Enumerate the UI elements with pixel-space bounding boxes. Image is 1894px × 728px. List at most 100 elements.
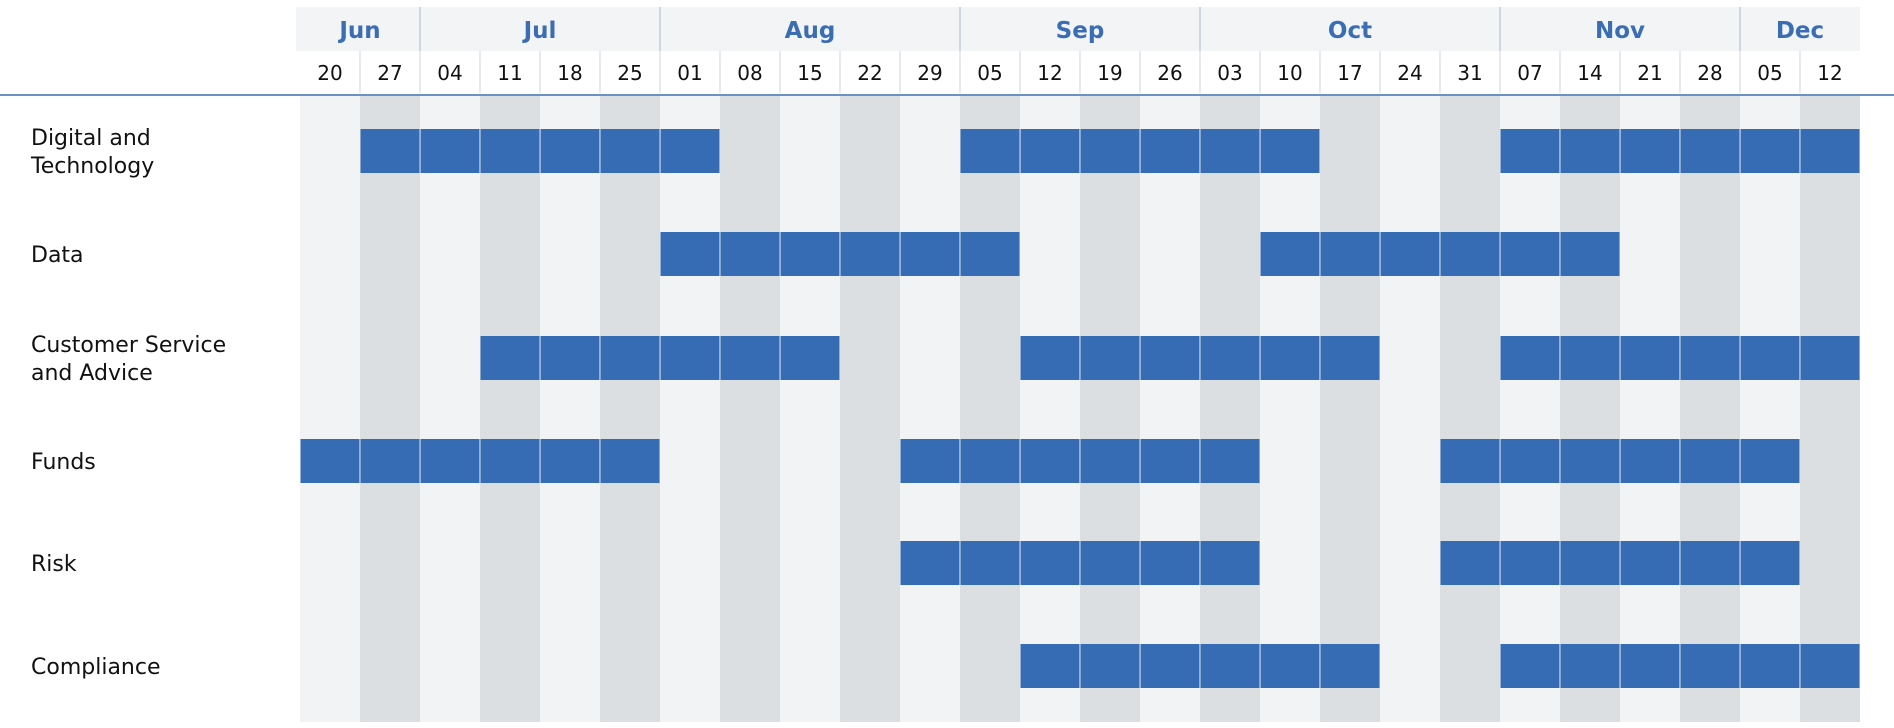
week-label: 26 — [1157, 61, 1182, 85]
task-bar-cell — [1080, 129, 1140, 173]
task-bar-cell — [1740, 336, 1800, 380]
month-label: Jun — [337, 18, 380, 44]
task-bar-cell — [1080, 336, 1140, 380]
task-bar-cell — [840, 232, 900, 276]
row-labels: Digital and Technology Data Customer Servic… — [30, 126, 226, 680]
week-column-22 — [1620, 96, 1680, 722]
task-bar-cell — [1740, 439, 1800, 483]
task-bar-cell — [1200, 439, 1260, 483]
task-bar-cell — [1620, 644, 1680, 688]
task-bar-cell — [360, 129, 420, 173]
week-column-4 — [540, 96, 600, 722]
row-label-line: and Advice — [31, 361, 153, 386]
week-label: 04 — [437, 61, 462, 85]
task-bar-cell — [1560, 129, 1620, 173]
task-bar-cell — [420, 129, 480, 173]
task-bar-cell — [780, 336, 840, 380]
task-bar-cell — [360, 439, 420, 483]
task-bar-cell — [900, 541, 960, 585]
task-bar-cell — [1620, 129, 1680, 173]
task-bar-cell — [540, 129, 600, 173]
task-bar-cell — [1140, 129, 1200, 173]
task-bar-cell — [1320, 336, 1380, 380]
month-label: Dec — [1776, 18, 1824, 44]
task-bar-cell — [1740, 129, 1800, 173]
task-bar-cell — [960, 232, 1020, 276]
week-column-9 — [840, 96, 900, 722]
task-bar-cell — [1560, 336, 1620, 380]
task-bar-cell — [1200, 129, 1260, 173]
task-bar-cell — [1680, 439, 1740, 483]
task-bar-cell — [420, 439, 480, 483]
week-column-13 — [1080, 96, 1140, 722]
week-label: 20 — [317, 61, 342, 85]
week-column-15 — [1200, 96, 1260, 722]
week-label: 31 — [1457, 61, 1482, 85]
month-header-row: Jun Jul Aug Sep Oct Nov Dec — [296, 7, 1860, 93]
task-bar-cell — [660, 336, 720, 380]
task-bar-cell — [1440, 232, 1500, 276]
task-bar-cell — [1500, 129, 1560, 173]
week-column-5 — [600, 96, 660, 722]
month-label: Oct — [1328, 18, 1372, 44]
task-bar-cell — [1260, 129, 1320, 173]
task-bar-cell — [720, 336, 780, 380]
week-column-2 — [420, 96, 480, 722]
week-label: 15 — [797, 61, 822, 85]
week-label: 01 — [677, 61, 702, 85]
task-bar-cell — [1020, 336, 1080, 380]
week-column-14 — [1140, 96, 1200, 722]
week-label: 25 — [617, 61, 642, 85]
task-bar-cell — [1620, 541, 1680, 585]
task-bar-cell — [660, 232, 720, 276]
task-bar-cell — [300, 439, 360, 483]
task-bar-cell — [1500, 644, 1560, 688]
week-label: 14 — [1577, 61, 1602, 85]
task-bar-cell — [480, 129, 540, 173]
week-label: 12 — [1037, 61, 1062, 85]
month-label: Nov — [1595, 18, 1645, 44]
week-column-1 — [360, 96, 420, 722]
week-column-7 — [720, 96, 780, 722]
week-label: 29 — [917, 61, 942, 85]
row-label-line: Customer Service — [31, 333, 226, 358]
week-column-20 — [1500, 96, 1560, 722]
week-label: 07 — [1517, 61, 1542, 85]
week-column-23 — [1680, 96, 1740, 722]
task-bar-cell — [540, 336, 600, 380]
task-bar-cell — [1800, 336, 1860, 380]
task-bar-cell — [1740, 541, 1800, 585]
task-bar-cell — [600, 129, 660, 173]
month-label: Jul — [522, 18, 557, 44]
week-column-21 — [1560, 96, 1620, 722]
task-bar-cell — [960, 541, 1020, 585]
row-label-line: Risk — [31, 552, 77, 577]
task-bar-cell — [1380, 232, 1440, 276]
week-columns — [300, 96, 1860, 722]
task-bar-cell — [480, 439, 540, 483]
week-label: 08 — [737, 61, 762, 85]
week-header-row: 20 27 04 11 18 25 01 08 15 22 29 05 12 19 26 03 10 17 24 31… — [317, 51, 1843, 93]
task-bar-cell — [1020, 129, 1080, 173]
task-bar-cell — [1440, 439, 1500, 483]
task-bar-cell — [1080, 644, 1140, 688]
task-bar-cell — [1140, 541, 1200, 585]
week-column-19 — [1440, 96, 1500, 722]
month-label: Aug — [785, 18, 836, 44]
task-bar-cell — [540, 439, 600, 483]
task-bar-cell — [1320, 644, 1380, 688]
week-label: 17 — [1337, 61, 1362, 85]
task-bar-cell — [1020, 439, 1080, 483]
row-label-line: Technology — [30, 154, 154, 179]
week-column-0 — [300, 96, 360, 722]
task-bar-cell — [900, 439, 960, 483]
week-column-12 — [1020, 96, 1080, 722]
task-bar-cell — [1620, 439, 1680, 483]
week-label: 18 — [557, 61, 582, 85]
week-label: 12 — [1817, 61, 1842, 85]
row-label: Customer Service and Advice — [31, 333, 226, 386]
week-label: 19 — [1097, 61, 1122, 85]
row-label-line: Compliance — [31, 655, 161, 680]
task-bar-cell — [720, 232, 780, 276]
